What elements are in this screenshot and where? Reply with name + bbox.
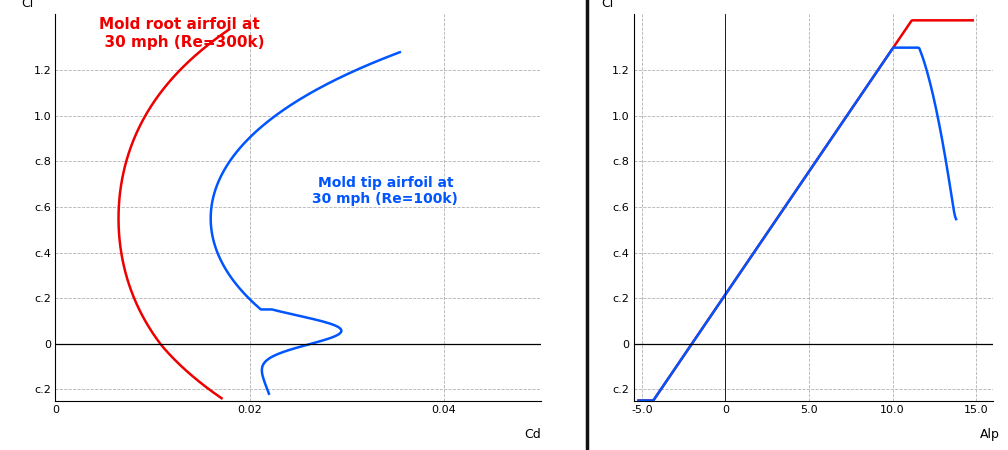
Text: Mold root airfoil at
  30 mph (Re=300k): Mold root airfoil at 30 mph (Re=300k) <box>95 18 265 50</box>
Text: Alp: Alp <box>980 428 1000 441</box>
Text: Mold tip airfoil at
30 mph (Re=100k): Mold tip airfoil at 30 mph (Re=100k) <box>312 176 459 206</box>
Text: Cd: Cd <box>524 428 540 441</box>
Text: Cl: Cl <box>601 0 614 9</box>
Text: Cl: Cl <box>21 0 33 9</box>
